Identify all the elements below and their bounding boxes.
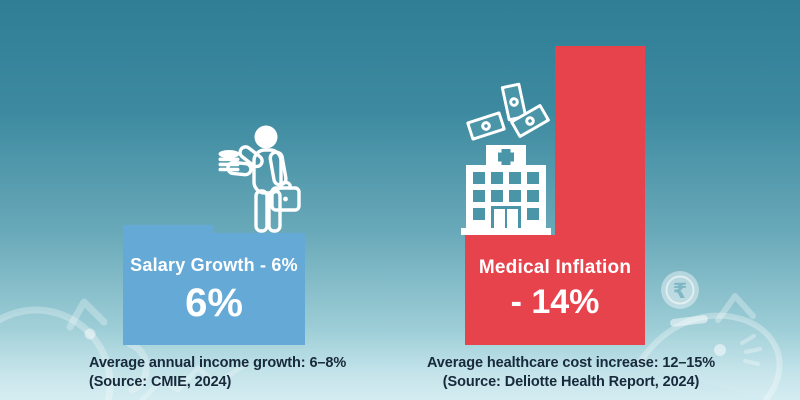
money-bill-icon: [510, 104, 550, 138]
hospital-door-icon: [494, 209, 518, 228]
medical-bar-value: - 14%: [510, 283, 600, 321]
salary-bar-title: Salary Growth - 6%: [130, 255, 298, 275]
medical-bar-title: Medical Inflation: [478, 257, 632, 278]
medical-bar: Medical Inflation - 14%: [465, 235, 645, 345]
medical-bar-column: [555, 46, 645, 236]
medical-caption: Average healthcare cost increase: 12–15%…: [424, 354, 718, 392]
salary-bar: Salary Growth - 6% 6%: [123, 233, 305, 345]
medical-caption-line1: Average healthcare cost increase: 12–15%: [426, 355, 716, 371]
salary-caption: Average annual income growth: 6–8% (Sour…: [89, 354, 346, 392]
money-bill-icon: [500, 82, 528, 122]
medical-caption-line2: (Source: Deliotte Health Report, 2024): [442, 374, 700, 390]
money-bill-icon: [466, 111, 506, 141]
rupee-coin-icon: ₹: [661, 271, 699, 309]
salary-caption-line2: (Source: CMIE, 2024): [89, 374, 232, 390]
hospital-cross-icon: [498, 149, 514, 165]
businessman-with-coins-and-briefcase-icon: [218, 125, 301, 233]
rupee-symbol: ₹: [673, 279, 688, 303]
salary-caption-line1: Average annual income growth: 6–8%: [89, 355, 347, 371]
hospital-building-icon: [461, 145, 551, 235]
coin-stack-icon: [218, 150, 240, 172]
salary-bar-value: 6%: [185, 281, 243, 325]
